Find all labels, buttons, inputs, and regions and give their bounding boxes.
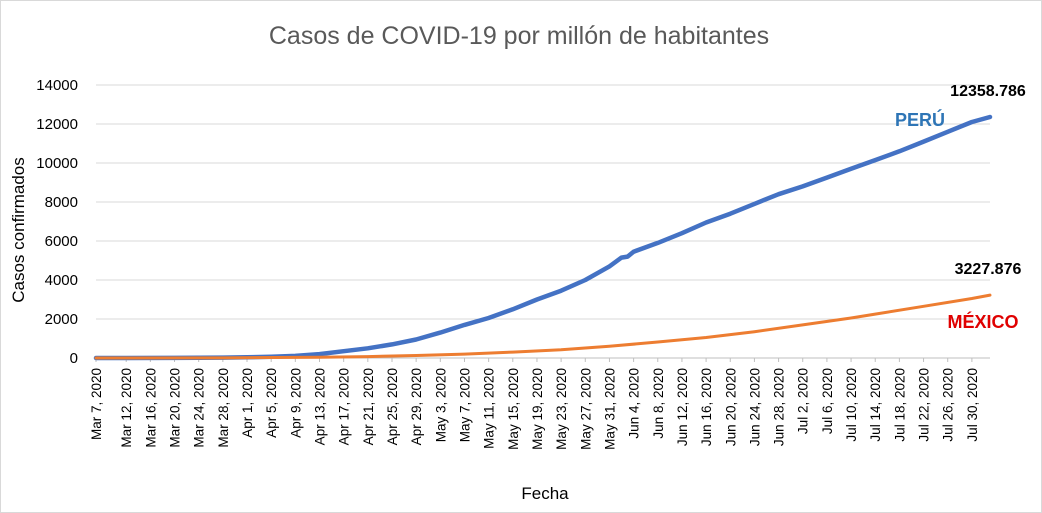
y-tick-label: 14000 bbox=[36, 77, 78, 94]
x-tick-label: Jun 4, 2020 bbox=[627, 368, 642, 439]
x-tick-label: Jul 26, 2020 bbox=[941, 368, 956, 442]
x-tick-label: May 23, 2020 bbox=[554, 368, 569, 450]
y-tick-label: 10000 bbox=[36, 155, 78, 172]
x-tick-label: Jun 24, 2020 bbox=[747, 368, 762, 446]
end-value-label: 3227.876 bbox=[955, 261, 1022, 278]
x-tick-label: Jun 8, 2020 bbox=[651, 368, 666, 439]
chart-title: Casos de COVID-19 por millón de habitant… bbox=[269, 22, 769, 50]
x-tick-label: Apr 25, 2020 bbox=[385, 368, 400, 445]
x-tick-label: Apr 13, 2020 bbox=[313, 368, 328, 445]
x-tick-label: Apr 1, 2020 bbox=[240, 368, 255, 438]
x-tick-label: Jul 10, 2020 bbox=[844, 368, 859, 442]
x-tick-label: Jul 6, 2020 bbox=[820, 368, 835, 434]
x-tick-label: Mar 7, 2020 bbox=[89, 368, 104, 440]
x-tick-label: Mar 24, 2020 bbox=[192, 368, 207, 448]
x-tick-label: Apr 5, 2020 bbox=[264, 368, 279, 438]
x-tick-label: Jul 2, 2020 bbox=[796, 368, 811, 434]
x-tick-label: Mar 28, 2020 bbox=[216, 368, 231, 448]
x-tick-label: Mar 16, 2020 bbox=[143, 368, 158, 448]
x-tick-label: Jul 18, 2020 bbox=[892, 368, 907, 442]
x-tick-label: Apr 29, 2020 bbox=[409, 368, 424, 445]
x-tick-label: May 15, 2020 bbox=[506, 368, 521, 450]
x-tick-label: May 27, 2020 bbox=[578, 368, 593, 450]
x-tick-label: Jul 14, 2020 bbox=[868, 368, 883, 442]
y-tick-label: 4000 bbox=[45, 272, 78, 289]
x-tick-label: May 3, 2020 bbox=[433, 368, 448, 442]
series-name-label: PERÚ bbox=[895, 109, 945, 130]
x-tick-label: Apr 9, 2020 bbox=[288, 368, 303, 438]
y-tick-label: 12000 bbox=[36, 116, 78, 133]
y-tick-label: 2000 bbox=[45, 311, 78, 328]
x-tick-labels: Mar 7, 2020 Mar 12, 2020 Mar 16, 2020 Mar 2… bbox=[89, 358, 980, 450]
x-tick-label: May 11, 2020 bbox=[482, 368, 497, 449]
x-tick-label: Apr 21, 2020 bbox=[361, 368, 376, 445]
x-axis-title: Fecha bbox=[521, 484, 569, 503]
end-value-label: 12358.786 bbox=[950, 83, 1026, 100]
x-tick-label: Mar 20, 2020 bbox=[168, 368, 183, 448]
y-tick-label: 8000 bbox=[45, 194, 78, 211]
y-tick-label: 0 bbox=[70, 350, 78, 367]
x-tick-label: May 31, 2020 bbox=[602, 368, 617, 450]
x-tick-label: Jun 20, 2020 bbox=[723, 368, 738, 446]
x-tick-label: Jun 28, 2020 bbox=[772, 368, 787, 446]
y-tick-labels: 0 2000 4000 6000 8000 10000 12000 14000 bbox=[36, 77, 78, 367]
x-tick-label: Apr 17, 2020 bbox=[337, 368, 352, 445]
series-lines: PERÚ 12358.786 MÉXICO 3227.876 bbox=[93, 83, 1026, 361]
x-tick-label: Mar 12, 2020 bbox=[119, 368, 134, 448]
y-tick-label: 6000 bbox=[45, 233, 78, 250]
x-tick-label: Jun 12, 2020 bbox=[675, 368, 690, 446]
y-axis-title: Casos confirmados bbox=[9, 157, 28, 303]
x-tick-label: Jul 30, 2020 bbox=[965, 368, 980, 442]
series-name-label: MÉXICO bbox=[947, 311, 1018, 332]
x-tick-label: May 7, 2020 bbox=[457, 368, 472, 442]
series-line-1 bbox=[94, 293, 992, 360]
series-line-0 bbox=[93, 114, 993, 361]
x-tick-label: Jul 22, 2020 bbox=[917, 368, 932, 442]
x-tick-label: May 19, 2020 bbox=[530, 368, 545, 450]
x-tick-label: Jun 16, 2020 bbox=[699, 368, 714, 446]
